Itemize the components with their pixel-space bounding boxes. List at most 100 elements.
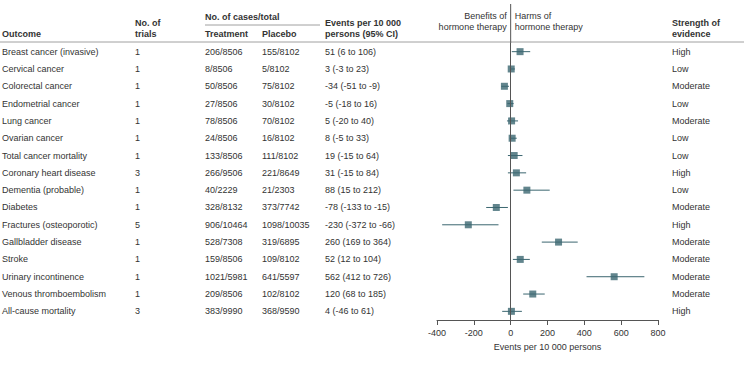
svg-text:trials: trials [135, 29, 157, 39]
svg-text:906/10464: 906/10464 [205, 220, 248, 230]
svg-text:3: 3 [135, 168, 140, 178]
svg-text:4 (-46 to 61): 4 (-46 to 61) [325, 306, 374, 316]
svg-text:1098/10035: 1098/10035 [262, 220, 310, 230]
svg-text:-34 (-51 to -9): -34 (-51 to -9) [325, 81, 380, 91]
svg-text:5: 5 [135, 220, 140, 230]
svg-text:hormone therapy: hormone therapy [439, 22, 508, 32]
svg-text:Outcome: Outcome [2, 29, 41, 39]
svg-text:51 (6 to 106): 51 (6 to 106) [325, 47, 376, 57]
svg-text:52 (12 to 104): 52 (12 to 104) [325, 254, 381, 264]
svg-text:Low: Low [672, 133, 689, 143]
svg-text:persons (95% CI): persons (95% CI) [325, 29, 398, 39]
svg-text:155/8102: 155/8102 [262, 47, 300, 57]
svg-text:1: 1 [135, 151, 140, 161]
svg-text:88 (15 to 212): 88 (15 to 212) [325, 185, 381, 195]
svg-text:High: High [672, 220, 691, 230]
svg-text:1: 1 [135, 99, 140, 109]
svg-text:50/8506: 50/8506 [205, 81, 238, 91]
svg-text:1: 1 [135, 116, 140, 126]
svg-text:High: High [672, 168, 691, 178]
svg-text:-400: -400 [428, 328, 446, 338]
svg-text:Strength of: Strength of [672, 18, 721, 28]
svg-text:373/7742: 373/7742 [262, 202, 300, 212]
svg-text:Events per 10 000 persons: Events per 10 000 persons [494, 342, 602, 352]
svg-text:16/8102: 16/8102 [262, 133, 295, 143]
svg-text:Moderate: Moderate [672, 289, 710, 299]
svg-text:Endometrial cancer: Endometrial cancer [2, 99, 80, 109]
svg-text:Colorectal cancer: Colorectal cancer [2, 81, 72, 91]
svg-text:31 (-15 to 84): 31 (-15 to 84) [325, 168, 379, 178]
svg-text:40/2229: 40/2229 [205, 185, 238, 195]
svg-text:5 (-20 to 40): 5 (-20 to 40) [325, 116, 374, 126]
svg-text:800: 800 [650, 328, 665, 338]
svg-text:328/8132: 328/8132 [205, 202, 243, 212]
svg-text:Moderate: Moderate [672, 202, 710, 212]
svg-text:133/8506: 133/8506 [205, 151, 243, 161]
svg-text:19 (-15 to 64): 19 (-15 to 64) [325, 151, 379, 161]
svg-text:hormone therapy: hormone therapy [515, 22, 584, 32]
svg-text:319/6895: 319/6895 [262, 237, 300, 247]
svg-text:1: 1 [135, 47, 140, 57]
svg-text:Low: Low [672, 99, 689, 109]
svg-text:Venous thromboembolism: Venous thromboembolism [2, 289, 106, 299]
svg-text:Total cancer mortality: Total cancer mortality [2, 151, 88, 161]
svg-text:109/8102: 109/8102 [262, 254, 300, 264]
svg-text:1: 1 [135, 202, 140, 212]
svg-text:78/8506: 78/8506 [205, 116, 238, 126]
svg-text:75/8102: 75/8102 [262, 81, 295, 91]
svg-text:0: 0 [508, 328, 513, 338]
svg-text:Gallbladder disease: Gallbladder disease [2, 237, 82, 247]
svg-text:Moderate: Moderate [672, 254, 710, 264]
svg-text:641/5597: 641/5597 [262, 272, 300, 282]
svg-text:5/8102: 5/8102 [262, 64, 290, 74]
svg-text:Low: Low [672, 151, 689, 161]
svg-text:159/8506: 159/8506 [205, 254, 243, 264]
svg-text:1: 1 [135, 289, 140, 299]
svg-text:No. of cases/total: No. of cases/total [205, 12, 280, 22]
svg-text:Low: Low [672, 185, 689, 195]
svg-text:-5 (-18 to 16): -5 (-18 to 16) [325, 99, 377, 109]
svg-text:70/8102: 70/8102 [262, 116, 295, 126]
svg-text:Lung cancer: Lung cancer [2, 116, 52, 126]
svg-text:Coronary heart disease: Coronary heart disease [2, 168, 96, 178]
svg-text:1: 1 [135, 237, 140, 247]
svg-text:120 (68 to 185): 120 (68 to 185) [325, 289, 386, 299]
svg-text:Fractures (osteoporotic): Fractures (osteoporotic) [2, 220, 98, 230]
svg-text:1: 1 [135, 64, 140, 74]
svg-text:-230 (-372 to -66): -230 (-372 to -66) [325, 220, 395, 230]
svg-text:102/8102: 102/8102 [262, 289, 300, 299]
svg-text:1: 1 [135, 254, 140, 264]
svg-text:368/9590: 368/9590 [262, 306, 300, 316]
svg-text:3: 3 [135, 306, 140, 316]
svg-text:3 (-3 to 23): 3 (-3 to 23) [325, 64, 369, 74]
svg-text:Harms of: Harms of [515, 11, 552, 21]
svg-text:Ovarian cancer: Ovarian cancer [2, 133, 63, 143]
svg-text:Placebo: Placebo [262, 29, 297, 39]
svg-text:1: 1 [135, 185, 140, 195]
svg-text:24/8506: 24/8506 [205, 133, 238, 143]
svg-text:Diabetes: Diabetes [2, 202, 38, 212]
svg-text:Low: Low [672, 64, 689, 74]
svg-text:No. of: No. of [135, 18, 161, 28]
svg-text:Benefits of: Benefits of [464, 11, 507, 21]
svg-text:High: High [672, 47, 691, 57]
svg-text:562 (412 to 726): 562 (412 to 726) [325, 272, 391, 282]
svg-text:-78 (-133 to -15): -78 (-133 to -15) [325, 202, 390, 212]
svg-text:260 (169 to 364): 260 (169 to 364) [325, 237, 391, 247]
svg-text:266/9506: 266/9506 [205, 168, 243, 178]
svg-text:Cervical cancer: Cervical cancer [2, 64, 64, 74]
svg-text:Events per 10 000: Events per 10 000 [325, 18, 401, 28]
svg-text:Dementia (probable): Dementia (probable) [2, 185, 84, 195]
svg-text:383/9990: 383/9990 [205, 306, 243, 316]
svg-text:1021/5981: 1021/5981 [205, 272, 248, 282]
svg-text:Stroke: Stroke [2, 254, 28, 264]
svg-text:221/8649: 221/8649 [262, 168, 300, 178]
svg-text:Moderate: Moderate [672, 237, 710, 247]
svg-text:30/8102: 30/8102 [262, 99, 295, 109]
svg-text:600: 600 [614, 328, 629, 338]
svg-text:206/8506: 206/8506 [205, 47, 243, 57]
svg-text:Moderate: Moderate [672, 81, 710, 91]
svg-text:evidence: evidence [672, 29, 711, 39]
svg-text:400: 400 [577, 328, 592, 338]
svg-text:-200: -200 [465, 328, 483, 338]
